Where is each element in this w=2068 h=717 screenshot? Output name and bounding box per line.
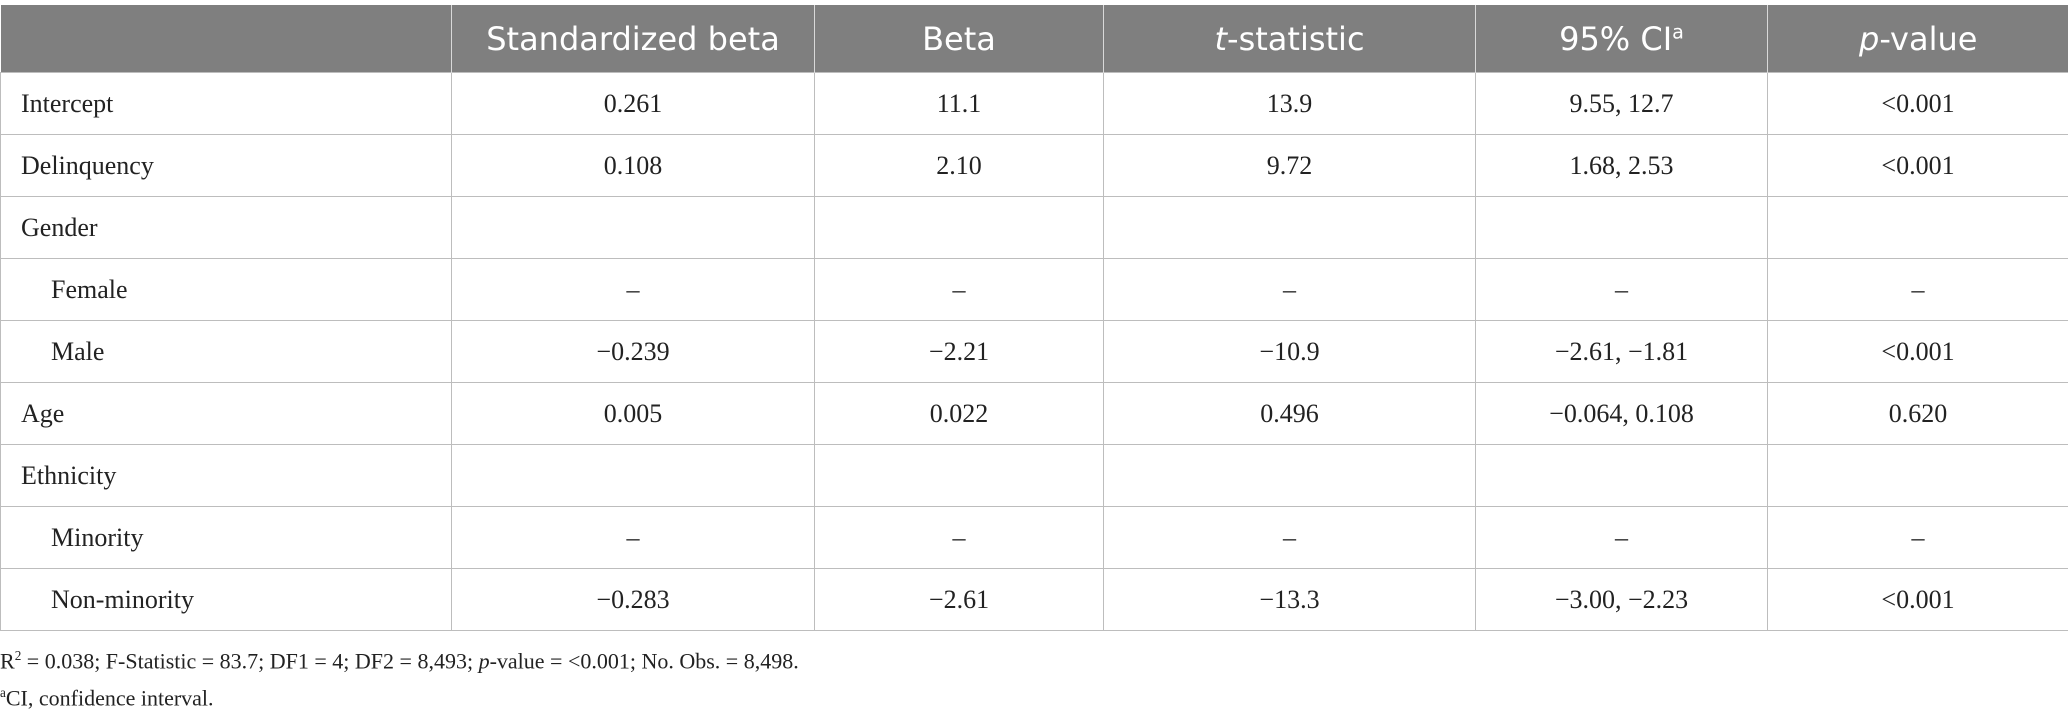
empty-cell (814, 196, 1104, 259)
value-cell: 9.72 (1103, 134, 1476, 197)
empty-cell (1103, 444, 1476, 507)
value-cell: 9.55, 12.7 (1475, 72, 1768, 135)
footnote: R2 = 0.038; F-Statistic = 83.7; DF1 = 4;… (0, 648, 799, 674)
header-sup: a (1672, 19, 1684, 43)
header-text: Standardized beta (486, 19, 780, 58)
value-cell: – (814, 258, 1104, 321)
header-cell: Beta (814, 5, 1104, 73)
footnote-text: CI, confidence interval. (5, 685, 214, 711)
empty-cell (451, 444, 815, 507)
value-cell: <0.001 (1767, 320, 2068, 383)
value-cell: 13.9 (1103, 72, 1476, 135)
empty-cell (1767, 444, 2068, 507)
empty-cell (1475, 196, 1768, 259)
empty-cell (1475, 444, 1768, 507)
value-cell: <0.001 (1767, 72, 2068, 135)
footnote-text: = 0.038; F-Statistic = 83.7; DF1 = 4; DF… (21, 648, 479, 674)
value-cell: 2.10 (814, 134, 1104, 197)
value-cell: 0.620 (1767, 382, 2068, 445)
table-row: Female – – – – – (0, 258, 2068, 321)
empty-cell (1103, 196, 1476, 259)
value-cell: −0.239 (451, 320, 815, 383)
header-cell: Standardized beta (451, 5, 815, 73)
row-label: Non-minority (0, 568, 452, 631)
value-cell: – (1767, 258, 2068, 321)
value-cell: −13.3 (1103, 568, 1476, 631)
value-cell: – (1103, 506, 1476, 569)
footnote-text: a (0, 685, 6, 700)
header-cell: t-statistic (1103, 5, 1476, 73)
row-label: Ethnicity (0, 444, 452, 507)
table-row: Age 0.005 0.022 0.496 −0.064, 0.108 0.620 (0, 382, 2068, 445)
value-cell: 0.005 (451, 382, 815, 445)
row-label: Delinquency (0, 134, 452, 197)
value-cell: 1.68, 2.53 (1475, 134, 1768, 197)
value-cell: – (1103, 258, 1476, 321)
header-italic: p (1859, 19, 1880, 58)
value-cell: <0.001 (1767, 568, 2068, 631)
table-row: Delinquency 0.108 2.10 9.72 1.68, 2.53 <0.001 (0, 134, 2068, 197)
table-row: Male −0.239 −2.21 −10.9 −2.61, −1.81 <0.001 (0, 320, 2068, 383)
regression-table: Standardized beta Beta t-statistic 95% CIa p… (0, 5, 2068, 631)
value-cell: −2.61 (814, 568, 1104, 631)
footnote: aCI, confidence interval. (0, 685, 214, 711)
value-cell: – (1475, 258, 1768, 321)
value-cell: – (451, 258, 815, 321)
footnote-text: -value = <0.001; No. Obs. = 8,498. (489, 648, 799, 674)
header-cell (0, 5, 452, 73)
value-cell: −10.9 (1103, 320, 1476, 383)
table-row: Non-minority −0.283 −2.61 −13.3 −3.00, −2.23… (0, 568, 2068, 631)
header-text: Beta (922, 19, 996, 58)
header-text: -value (1879, 19, 1978, 58)
row-label: Intercept (0, 72, 452, 135)
row-label: Age (0, 382, 452, 445)
header-italic: t (1214, 19, 1228, 58)
value-cell: 0.261 (451, 72, 815, 135)
table-row: Ethnicity (0, 444, 2068, 507)
row-label: Female (0, 258, 452, 321)
table-row: Minority – – – – – (0, 506, 2068, 569)
table-row: Gender (0, 196, 2068, 259)
value-cell: −3.00, −2.23 (1475, 568, 1768, 631)
row-label: Male (0, 320, 452, 383)
value-cell: – (1767, 506, 2068, 569)
header-cell: p-value (1767, 5, 2068, 73)
value-cell: −2.61, −1.81 (1475, 320, 1768, 383)
header-row: Standardized beta Beta t-statistic 95% CIa p… (0, 5, 2068, 73)
table-body: Intercept 0.261 11.1 13.9 9.55, 12.7 <0.001 De… (0, 72, 2068, 631)
value-cell: 0.496 (1103, 382, 1476, 445)
row-label: Gender (0, 196, 452, 259)
header-text: -statistic (1227, 19, 1365, 58)
value-cell: −0.064, 0.108 (1475, 382, 1768, 445)
header-cell: 95% CIa (1475, 5, 1768, 73)
empty-cell (451, 196, 815, 259)
value-cell: 0.108 (451, 134, 815, 197)
table-row: Intercept 0.261 11.1 13.9 9.55, 12.7 <0.001 (0, 72, 2068, 135)
row-label: Minority (0, 506, 452, 569)
value-cell: −2.21 (814, 320, 1104, 383)
value-cell: 11.1 (814, 72, 1104, 135)
value-cell: – (814, 506, 1104, 569)
empty-cell (1767, 196, 2068, 259)
empty-cell (814, 444, 1104, 507)
value-cell: −0.283 (451, 568, 815, 631)
value-cell: <0.001 (1767, 134, 2068, 197)
value-cell: – (1475, 506, 1768, 569)
footnote-text: R (0, 648, 15, 674)
value-cell: 0.022 (814, 382, 1104, 445)
footnote-text: p (478, 648, 490, 674)
footnote-text: 2 (14, 648, 22, 663)
header-text: 95% CI (1559, 19, 1673, 58)
value-cell: – (451, 506, 815, 569)
